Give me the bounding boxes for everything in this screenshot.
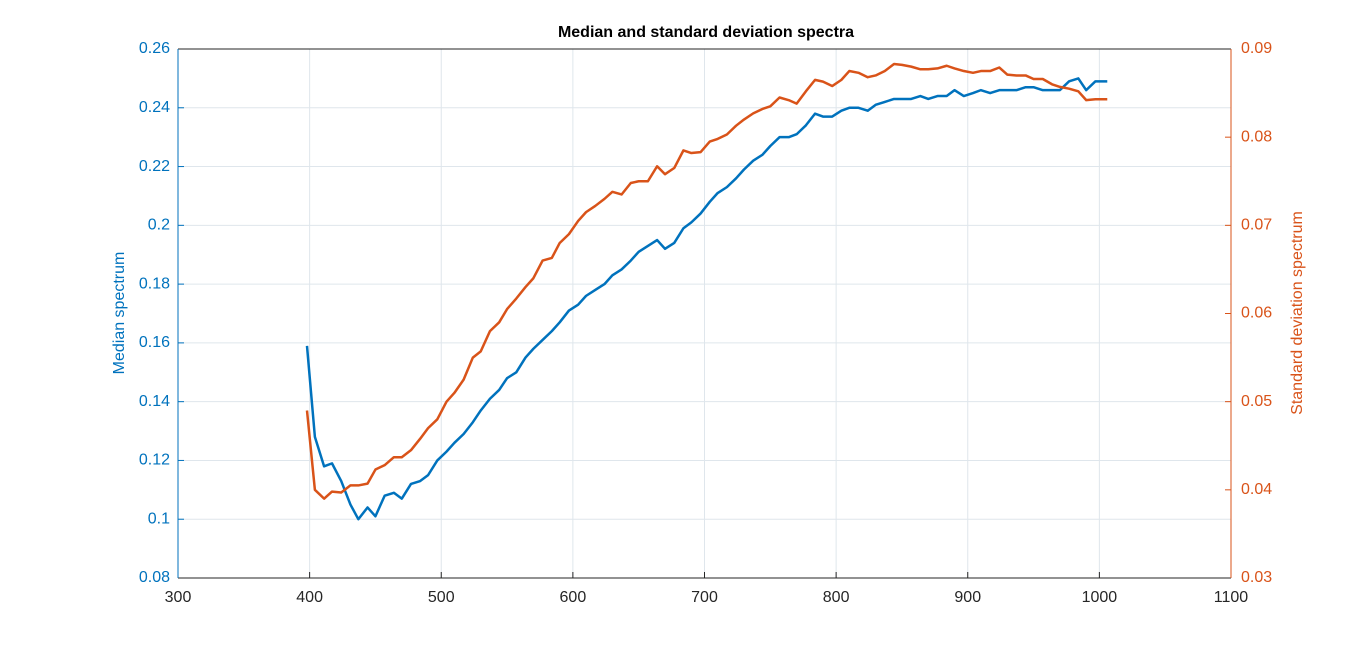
y2-tick-label: 0.09: [1241, 40, 1272, 57]
y-tick-label: 0.1: [148, 510, 170, 527]
y2-tick-label: 0.04: [1241, 481, 1272, 498]
y2-axis-label: Standard deviation spectrum: [1289, 211, 1306, 415]
y-tick-label: 0.18: [139, 275, 170, 292]
y-tick-label: 0.14: [139, 393, 170, 410]
y-tick-label: 0.2: [148, 217, 170, 234]
y-tick-label: 0.16: [139, 334, 170, 351]
x-tick-label: 500: [428, 589, 455, 606]
y-tick-label: 0.12: [139, 452, 170, 469]
y2-tick-label: 0.05: [1241, 393, 1272, 410]
y2-tick-label: 0.03: [1241, 569, 1272, 586]
y2-tick-label: 0.08: [1241, 128, 1272, 145]
y-tick-label: 0.08: [139, 569, 170, 586]
y-tick-label: 0.24: [139, 99, 170, 116]
x-tick-label: 1000: [1082, 589, 1118, 606]
x-tick-label: 400: [296, 589, 323, 606]
y2-tick-label: 0.06: [1241, 305, 1272, 322]
chart-title: Median and standard deviation spectra: [558, 24, 854, 41]
y-tick-label: 0.26: [139, 40, 170, 57]
y-tick-label: 0.22: [139, 158, 170, 175]
x-tick-label: 300: [165, 589, 192, 606]
x-tick-label: 700: [691, 589, 718, 606]
x-tick-label: 600: [560, 589, 587, 606]
y-axis-label: Median spectrum: [111, 252, 128, 375]
series-line: [305, 77, 1108, 521]
x-tick-label: 800: [823, 589, 850, 606]
y2-tick-label: 0.07: [1241, 217, 1272, 234]
x-tick-label: 1100: [1214, 589, 1249, 606]
x-tick-label: 900: [954, 589, 981, 606]
series-line: [305, 62, 1108, 500]
